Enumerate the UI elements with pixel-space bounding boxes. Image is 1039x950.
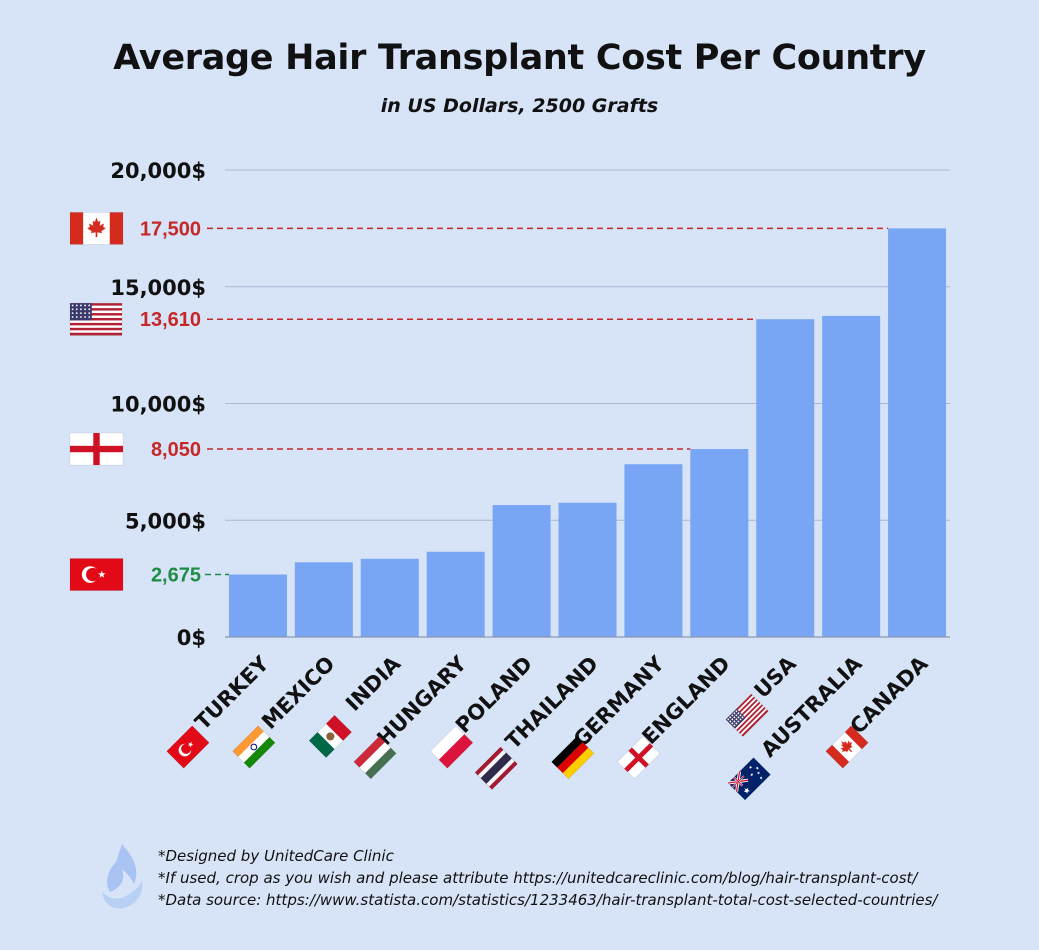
bar-mexico xyxy=(294,562,353,637)
turkey-flag-icon xyxy=(166,725,210,769)
bar-india xyxy=(360,558,419,637)
england-flag-icon xyxy=(617,735,661,780)
callouts: 17,500 13,610 8,050 2,675 xyxy=(69,212,889,591)
footer-designer: *Designed by UnitedCare Clinic xyxy=(158,847,394,865)
usa-flag-icon xyxy=(725,693,769,737)
category-label-mexico: MEXICO xyxy=(257,652,339,734)
turkey-flag-icon xyxy=(69,558,124,591)
bar-hungary xyxy=(426,551,485,637)
callout-label-usa: 13,610 xyxy=(140,309,201,331)
y-tick-label: 15,000$ xyxy=(110,276,206,300)
bar-poland xyxy=(492,505,551,637)
callout-label-canada: 17,500 xyxy=(140,218,201,240)
poland-flag-icon xyxy=(429,725,474,769)
y-tick-label: 10,000$ xyxy=(110,393,206,417)
thailand-flag-icon xyxy=(474,746,518,790)
bar-germany xyxy=(624,464,683,637)
bar-england xyxy=(690,449,749,637)
y-tick-label: 20,000$ xyxy=(110,159,206,183)
bar-thailand xyxy=(558,502,617,637)
bar-turkey xyxy=(228,574,287,637)
chart-title: Average Hair Transplant Cost Per Country xyxy=(113,38,926,78)
category-label-usa: USA xyxy=(750,651,802,703)
callout-label-england: 8,050 xyxy=(151,439,201,461)
footer-source: *Data source: https://www.statista.com/s… xyxy=(158,891,938,909)
bar-usa xyxy=(756,319,815,637)
canada-flag-icon xyxy=(825,725,869,769)
india-flag-icon xyxy=(232,725,276,769)
y-tick-label: 0$ xyxy=(177,626,206,650)
hungary-flag-icon xyxy=(353,735,397,780)
usa-flag-icon xyxy=(69,302,123,336)
australia-flag-icon xyxy=(727,757,771,801)
category-label-india: INDIA xyxy=(341,651,406,716)
footer-attribution: *If used, crop as you wish and please at… xyxy=(158,869,918,887)
england-flag-icon xyxy=(69,432,124,466)
bar-australia xyxy=(822,315,881,637)
callout-label-turkey: 2,675 xyxy=(151,565,201,587)
canada-flag-icon xyxy=(69,212,124,245)
bars xyxy=(228,228,947,638)
y-tick-label: 5,000$ xyxy=(125,509,206,533)
y-axis-ticks: 0$ 5,000$ 10,000$ 15,000$ 20,000$ xyxy=(110,159,206,650)
flame-logo-icon xyxy=(102,844,143,909)
germany-flag-icon xyxy=(551,735,595,780)
bar-canada xyxy=(888,228,947,638)
chart-subtitle: in US Dollars, 2500 Grafts xyxy=(380,95,659,117)
mexico-flag-icon xyxy=(308,714,352,759)
footer-notes: *Designed by UnitedCare Clinic *If used,… xyxy=(158,845,937,911)
